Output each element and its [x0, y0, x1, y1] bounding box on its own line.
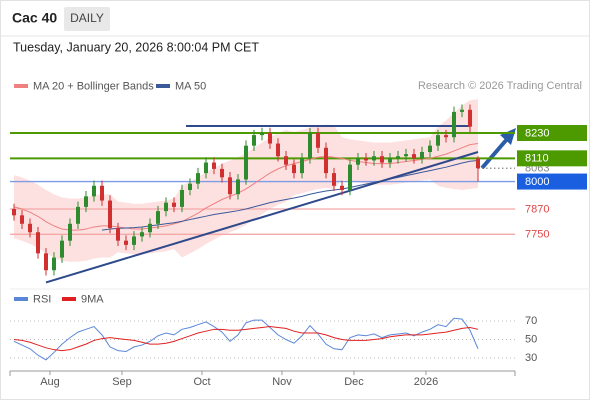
level-label: 8000 [525, 176, 549, 188]
projection-arrow [480, 136, 510, 170]
candle-body [380, 156, 384, 163]
rsi-tick-label: 70 [525, 315, 537, 327]
candle-body [236, 179, 240, 195]
candle-body [404, 154, 408, 157]
legend-swatch [156, 84, 170, 88]
candle-body [364, 158, 368, 161]
candle-body [84, 196, 88, 207]
x-tick-label: Aug [40, 376, 60, 388]
instrument-title: Cac 40 [12, 10, 57, 26]
candle-body [12, 209, 16, 216]
candle-body [444, 135, 448, 138]
timestamp: Tuesday, January 20, 2026 8:00:04 PM CET [13, 40, 259, 54]
ma-line [13, 143, 479, 231]
legend-swatch [14, 84, 28, 88]
candle-body [316, 133, 320, 148]
candle-body [20, 215, 24, 224]
x-tick-label: 2026 [414, 376, 438, 388]
candle-body [148, 223, 152, 233]
trendline [45, 151, 479, 284]
candle-body [140, 232, 144, 237]
candle-body [356, 158, 360, 165]
candle-body [132, 236, 136, 245]
level-label: 7870 [525, 203, 549, 215]
candle-body [60, 240, 64, 258]
timeframe-button[interactable] [64, 7, 110, 31]
x-tick-label: Sep [112, 376, 132, 388]
legend-label: RSI [33, 293, 51, 305]
candle-body [284, 156, 288, 165]
candle-body [228, 177, 232, 195]
candle-body [292, 164, 296, 174]
candle-body [388, 158, 392, 163]
candle-body [92, 185, 96, 197]
candle-body [28, 223, 32, 233]
level-label: 8230 [525, 127, 549, 139]
candle-body [76, 206, 80, 224]
x-tick-label: Dec [344, 376, 364, 388]
candle-body [244, 145, 248, 180]
candle-body [220, 168, 224, 178]
candle-body [268, 133, 272, 144]
legend-label: MA 50 [175, 80, 206, 92]
level-box [517, 173, 587, 190]
candle-body [412, 154, 416, 159]
candle-body [68, 223, 72, 241]
legend-swatch [14, 297, 28, 301]
candle-body [212, 162, 216, 169]
candle-body [116, 228, 120, 241]
candle-body [332, 173, 336, 186]
candle-body [196, 173, 200, 184]
candle-body [340, 185, 344, 190]
candle-body [260, 133, 264, 136]
candle-body [52, 257, 56, 271]
rsi-line [13, 326, 479, 352]
candle-body [172, 202, 176, 207]
level-box [517, 150, 587, 167]
candle-body [420, 152, 424, 159]
candle-body [188, 183, 192, 190]
candle-body [100, 185, 104, 201]
level-label: 7750 [525, 229, 549, 241]
legend-label: 9MA [81, 293, 104, 305]
candle-body [108, 200, 112, 228]
candle-body [468, 109, 472, 127]
level-box [517, 125, 587, 141]
legend-swatch [62, 297, 76, 301]
candle-body [180, 190, 184, 207]
x-tick-label: Oct [193, 376, 210, 388]
x-tick-label: Nov [272, 376, 292, 388]
candle-body [164, 202, 168, 212]
candle-body [452, 111, 456, 138]
timeframe-label[interactable]: DAILY [70, 11, 104, 25]
candle-body [300, 158, 304, 174]
candle-body [396, 156, 400, 159]
candle-body [372, 156, 376, 161]
candle-body [476, 158, 480, 169]
ma-line [101, 159, 479, 231]
candle-body [204, 162, 208, 174]
candle-body [44, 253, 48, 271]
rsi-tick-label: 50 [525, 333, 537, 345]
candle-body [124, 240, 128, 245]
legend-label: MA 20 + Bollinger Bands [33, 80, 154, 92]
level-label: 8110 [525, 153, 549, 165]
rsi-tick-label: 30 [525, 352, 537, 364]
candle-body [36, 232, 40, 254]
candle-body [156, 211, 160, 224]
credit: Research © 2026 Trading Central [418, 80, 582, 92]
candle-body [324, 147, 328, 174]
candle-body [308, 133, 312, 159]
candle-body [348, 164, 352, 190]
rsi-line [13, 317, 479, 361]
candle-body [276, 143, 280, 157]
candle-body [252, 135, 256, 146]
candle-body [436, 135, 440, 146]
candle-body [428, 145, 432, 152]
candle-body [460, 109, 464, 112]
